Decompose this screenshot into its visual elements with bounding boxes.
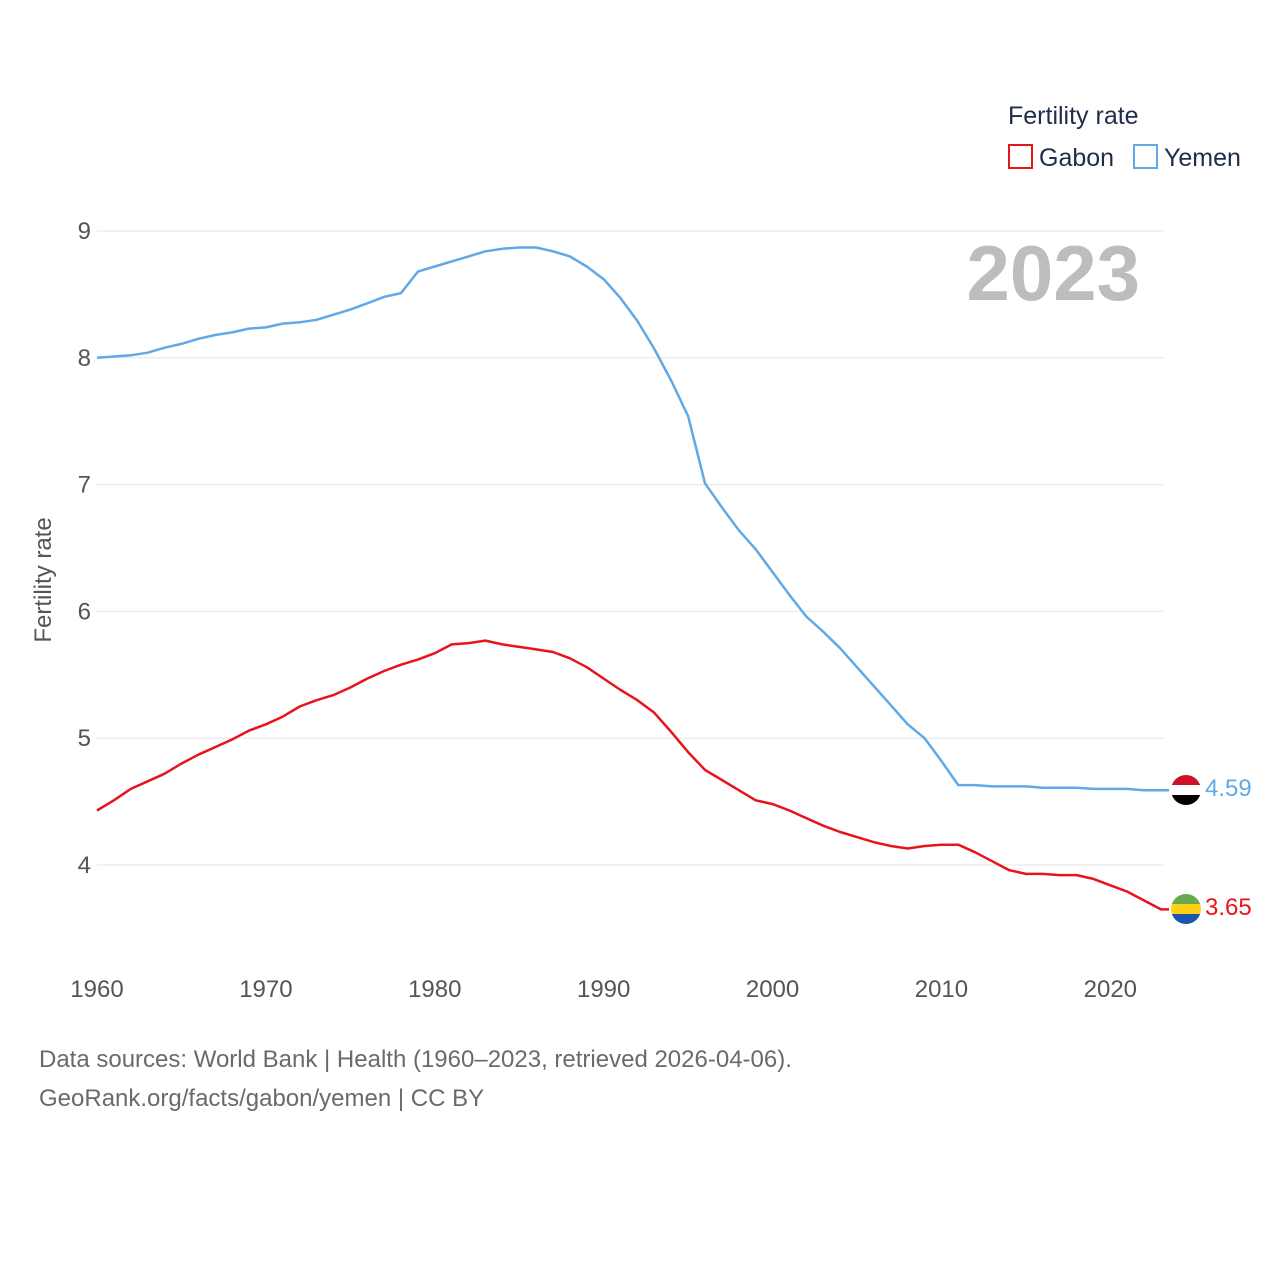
year-label: 2023 xyxy=(966,229,1140,317)
legend-swatch-yemen[interactable] xyxy=(1133,144,1158,169)
x-tick-label: 1970 xyxy=(239,976,292,1003)
series-line-yemen[interactable] xyxy=(96,246,1169,792)
y-tick-label: 9 xyxy=(78,218,91,245)
y-tick-label: 8 xyxy=(78,345,91,372)
end-value-label-yemen: 4.59 xyxy=(1205,775,1252,802)
footer-link[interactable]: GeoRank.org/facts/gabon/yemen | CC BY xyxy=(39,1085,485,1112)
yemen-flag-icon xyxy=(1171,775,1201,805)
legend-swatch-gabon[interactable] xyxy=(1008,144,1033,169)
footer-sources: Data sources: World Bank | Health (1960–… xyxy=(39,1046,792,1073)
x-tick-label: 1960 xyxy=(70,976,123,1003)
gridlines xyxy=(97,230,1163,866)
x-tick-label: 2000 xyxy=(746,976,799,1003)
legend-label-gabon[interactable]: Gabon xyxy=(1039,144,1114,172)
y-tick-label: 7 xyxy=(78,472,91,499)
y-axis-title: Fertility rate xyxy=(30,517,57,642)
legend-title: Fertility rate xyxy=(1008,102,1139,130)
legend[interactable]: Fertility rate Gabon Yemen xyxy=(1008,102,1241,172)
y-axis-ticks: 4 5 6 7 8 9 xyxy=(78,218,91,879)
gabon-flag-icon xyxy=(1171,894,1201,924)
series-line-gabon[interactable] xyxy=(96,639,1169,911)
x-tick-label: 2020 xyxy=(1084,976,1137,1003)
x-tick-label: 2010 xyxy=(915,976,968,1003)
fertility-rate-chart: 4 5 6 7 8 9 1960 1970 1980 1990 2000 2010 2020 Fert… xyxy=(30,102,1252,1003)
y-tick-label: 5 xyxy=(78,725,91,752)
y-tick-label: 6 xyxy=(78,598,91,625)
y-tick-label: 4 xyxy=(78,852,91,879)
end-value-label-gabon: 3.65 xyxy=(1205,894,1252,921)
x-tick-label: 1990 xyxy=(577,976,630,1003)
series-lines xyxy=(96,246,1169,911)
legend-label-yemen[interactable]: Yemen xyxy=(1164,144,1241,172)
x-axis-ticks: 1960 1970 1980 1990 2000 2010 2020 xyxy=(70,976,1137,1003)
x-tick-label: 1980 xyxy=(408,976,461,1003)
